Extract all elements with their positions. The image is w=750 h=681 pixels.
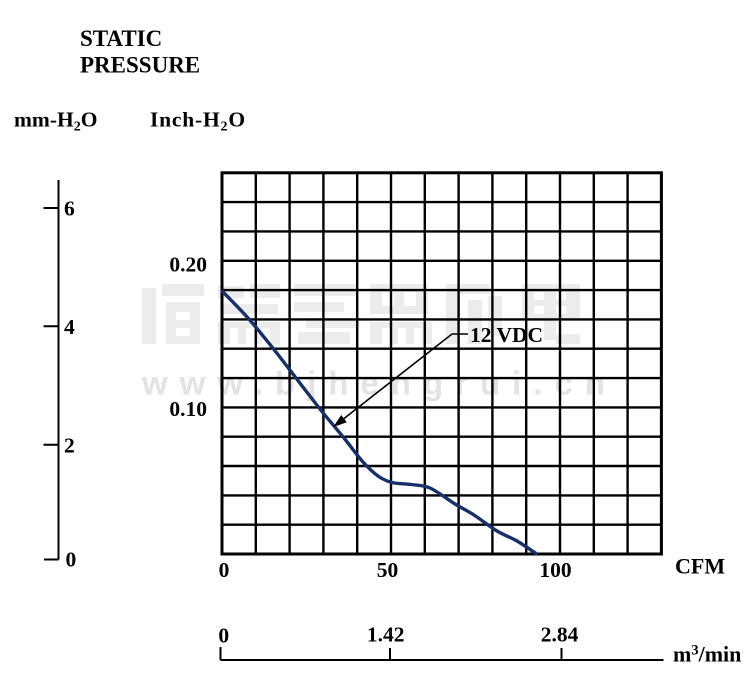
svg-text:2: 2: [64, 434, 75, 458]
svg-text:STATIC: STATIC: [80, 26, 162, 51]
svg-text:0: 0: [218, 624, 229, 648]
svg-text:6: 6: [64, 197, 75, 221]
svg-text:CFM: CFM: [675, 554, 725, 579]
svg-text:50: 50: [377, 558, 399, 582]
svg-text:0: 0: [219, 558, 230, 582]
svg-text:0.10: 0.10: [169, 397, 207, 421]
svg-text:1.42: 1.42: [367, 623, 405, 647]
svg-text:Inch-H2O: Inch-H2O: [150, 108, 246, 135]
svg-text:0: 0: [66, 548, 77, 572]
svg-text:PRESSURE: PRESSURE: [80, 53, 200, 78]
svg-text:100: 100: [539, 558, 571, 582]
svg-text:4: 4: [64, 315, 75, 339]
svg-text:mm-H2O: mm-H2O: [14, 108, 97, 135]
svg-text:2.84: 2.84: [541, 623, 579, 647]
svg-text:m3/min: m3/min: [673, 642, 741, 667]
svg-text:www.bjhengrui.cn: www.bjhengrui.cn: [141, 365, 617, 402]
svg-text:0.20: 0.20: [169, 253, 207, 277]
svg-text:12 VDC: 12 VDC: [470, 323, 543, 347]
